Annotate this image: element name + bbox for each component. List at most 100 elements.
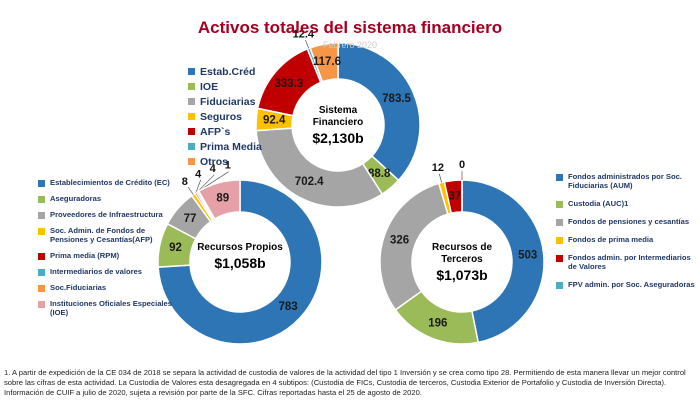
legend-item: Prima Media [188,141,278,153]
legend-label: Instituciones Oficiales Especiales (IOE) [50,299,172,317]
legend-swatch [38,253,45,260]
data-label: 92.4 [263,115,286,127]
legend-item: IOE [188,81,278,93]
leader-line [187,186,194,195]
legend-swatch [38,301,45,308]
data-label: 783.5 [382,93,411,105]
donut-slice [157,179,323,345]
data-label: 92 [169,242,182,254]
data-label: 117.6 [313,56,341,68]
data-label: 333.3 [274,78,303,90]
data-label: 12.4 [293,28,315,40]
center-title: Recursos de Terceros [431,242,493,265]
legend-label: Proveedores de Infraestructura [50,210,163,219]
legend-item: Otros [188,156,278,168]
data-label: 196 [428,317,447,329]
legend-label: Fondos admin. por Intermediarios de Valo… [568,253,691,271]
legend-item: Fiduciarias [188,96,278,108]
legend-label: Seguros [200,111,243,123]
footnotes: 1. A partir de expedición de la CE 034 d… [4,368,696,398]
legend-item: Aseguradoras [38,194,178,203]
legend-label: Estab.Créd [200,66,256,78]
data-label: 1 [225,160,231,172]
legend-swatch [556,282,563,289]
data-label: 503 [518,249,537,261]
legend-swatch [556,201,563,208]
donut-slice [197,179,241,220]
chart-subtitle: Febrero 2020 [322,40,378,50]
legend-label: Fondos administrados por Soc. Fiduciaria… [568,172,682,190]
legend-swatch [188,143,195,150]
donut-slice [309,42,339,83]
data-label: 0 [459,159,465,171]
legend-item: Custodia (AUC)1 [556,199,696,208]
footnote: Información de CUIF a julio de 2020, suj… [4,388,422,397]
leader-line [197,174,215,193]
legend-item: Establecimientos de Crédito (EC) [38,178,178,187]
legend-swatch [556,255,563,262]
legend: Estab.Créd IOE Fiduciarias Seguros AFP`s Prim… [188,66,278,168]
legend-item: Intermediarios de valores [38,267,178,276]
legend-item: FPV admin. por Soc. Aseguradoras [556,280,696,289]
data-label: 12 [432,162,444,174]
legend-item: Estab.Créd [188,66,278,78]
data-label: 88.8 [368,168,391,180]
legend-item: Prima media (RPM) [38,251,178,260]
legend-item: Instituciones Oficiales Especiales (IOE) [38,299,178,317]
data-label: 89 [216,192,229,204]
legend-item: AFP`s [188,126,278,138]
data-label: 4 [195,168,202,180]
legend-swatch [188,128,195,135]
legend-label: Establecimientos de Crédito (EC) [50,178,170,187]
legend-item: Proveedores de Infraestructura [38,210,178,219]
legend-label: Intermediarios de valores [50,267,143,276]
data-label: 77 [184,213,197,225]
center-value: $1,058b [214,255,266,271]
center-title: Recursos Propios [197,242,283,253]
data-label: 8 [182,176,188,188]
chart-title: Activos totales del sistema financiero [197,18,503,37]
legend-swatch [38,180,45,187]
leader-line [195,179,202,194]
legend-item: Fondos de prima media [556,235,696,244]
legend-swatch [188,83,195,90]
legend-item: Fondos admin. por Intermediarios de Valo… [556,253,696,271]
footnote: 1. A partir de expedición de la CE 034 d… [4,368,686,387]
donut-slice [255,127,384,208]
center-label: Recursos de Terceros $1,073b [417,242,507,283]
data-label: 4 [210,163,217,175]
legend-swatch [38,285,45,292]
center-label: Sistema Financiero $2,130b [298,105,378,146]
legend-label: Fondos de prima media [568,235,654,244]
legend-label: Prima Media [200,141,262,153]
legend-label: Custodia (AUC)1 [568,199,629,208]
donut-slice [461,179,545,344]
legend-label: IOE [200,81,219,93]
data-label: 702.4 [295,176,324,188]
legend: Establecimientos de Crédito (EC) Asegurad… [38,178,178,317]
legend-swatch [38,212,45,219]
center-value: $1,073b [436,267,488,283]
legend-label: Otros [200,156,229,168]
legend-swatch [188,68,195,75]
legend-swatch [188,113,195,120]
legend-label: Fiduciarias [200,96,256,108]
legend-label: Soc. Admin. de Fondos de Pensiones y Ces… [50,226,153,244]
legend-item: Fondos de pensiones y cesantías [556,217,696,226]
legend-label: Soc.Fiduciarias [50,283,107,292]
leader-line [305,39,310,49]
data-label: 783 [279,301,298,313]
leader-line [439,173,442,183]
legend-label: AFP`s [200,126,231,138]
legend-swatch [188,98,195,105]
legend-swatch [188,158,195,165]
center-label: Recursos Propios $1,058b [195,242,285,271]
legend-label: FPV admin. por Soc. Aseguradoras [568,280,695,289]
legend-item: Fondos administrados por Soc. Fiduciaria… [556,172,696,190]
legend: Fondos administrados por Soc. Fiduciaria… [556,172,696,289]
legend-item: Soc.Fiduciarias [38,283,178,292]
legend-item: Seguros [188,111,278,123]
legend-swatch [556,174,563,181]
